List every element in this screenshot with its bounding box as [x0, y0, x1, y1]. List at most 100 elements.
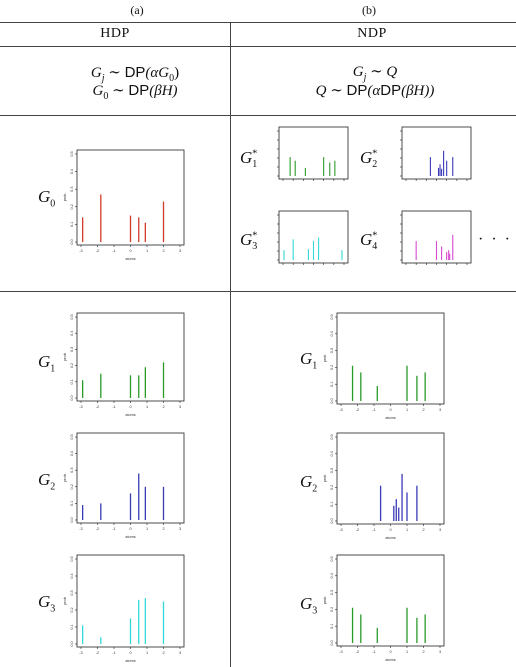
x-tick-label: -3	[339, 528, 342, 532]
x-tick-label: 1	[406, 528, 408, 532]
y-tick-label: 0.1	[330, 624, 334, 629]
y-tick-label: 0.1	[330, 382, 334, 387]
hdp-formula-line2: G0 ∼ DP(βH)	[92, 82, 178, 102]
plot-hdp-G0: 0.0 0.1 0.2 0.3 0.4 0.5 -3 -2 -1 0 1 2 3 prob atoms	[63, 149, 185, 261]
x-tick-label: 3	[179, 249, 181, 253]
plot-hdp-G1: 0.0 0.1 0.2 0.3 0.4 0.5 -3 -2 -1 0 1 2 3 prob atoms	[63, 312, 185, 417]
ellipsis: · · ·	[478, 231, 512, 248]
x-tick-label: 0	[129, 405, 131, 409]
x-tick-label: 2	[422, 650, 424, 654]
label-ndp-G2: G2	[300, 472, 318, 495]
plot-frame	[278, 126, 349, 180]
x-axis-label: atoms	[385, 536, 395, 540]
plot-ndp-G3: 0.0 0.1 0.2 0.3 0.4 0.5 -3 -2 -1 0 1 2 3 prob atoms	[323, 554, 445, 662]
label-G2-star: G*2	[360, 148, 378, 171]
x-tick-label: 2	[162, 249, 164, 253]
plot-ndp-G1: 0.0 0.1 0.2 0.3 0.4 0.5 -3 -2 -1 0 1 2 3 prob atoms	[323, 312, 445, 420]
y-tick-label: 0.4	[70, 451, 74, 456]
formula-rule	[0, 115, 516, 116]
y-axis-label: prob	[63, 474, 67, 482]
x-tick-label: -2	[96, 405, 99, 409]
x-tick-label: 3	[179, 651, 181, 655]
y-tick-label: 0.5	[330, 434, 334, 439]
y-tick-label: 0.2	[70, 607, 74, 612]
x-tick-label: 3	[439, 650, 441, 654]
x-tick-label: -2	[96, 651, 99, 655]
y-tick-label: 0.1	[70, 379, 74, 384]
y-tick-label: 0.4	[330, 331, 334, 336]
label-G0: G0	[38, 187, 56, 210]
x-tick-label: 1	[146, 249, 148, 253]
y-tick-label: 0.1	[70, 222, 74, 227]
label-G3-star: G*3	[240, 230, 258, 253]
x-tick-label: -1	[372, 528, 375, 532]
x-tick-label: 3	[179, 405, 181, 409]
label-ndp-G3: G3	[300, 594, 318, 617]
x-tick-label: -3	[79, 527, 82, 531]
column-divider	[230, 22, 231, 667]
x-tick-label: -3	[339, 408, 342, 412]
x-tick-label: -1	[112, 249, 115, 253]
plot-ndp-G3-star	[277, 210, 349, 265]
y-tick-label: 0.2	[330, 485, 334, 490]
y-tick-label: 0.5	[70, 556, 74, 561]
y-tick-label: 0.1	[330, 502, 334, 507]
x-tick-label: 0	[129, 527, 131, 531]
y-tick-label: 0.2	[70, 363, 74, 368]
y-tick-label: 0.3	[70, 187, 74, 192]
plot-frame	[401, 126, 472, 180]
header-rule	[0, 46, 516, 47]
y-tick-label: 0.4	[70, 573, 74, 578]
x-tick-label: 0	[389, 650, 391, 654]
x-tick-label: 3	[179, 527, 181, 531]
table-top-rule	[0, 22, 516, 23]
base-measure-rule	[0, 291, 516, 292]
x-tick-label: 3	[439, 528, 441, 532]
label-hdp-G3: G3	[38, 592, 56, 615]
x-tick-label: -2	[96, 249, 99, 253]
x-tick-label: -1	[372, 650, 375, 654]
caption-b: (b)	[362, 3, 376, 17]
x-tick-label: -1	[112, 405, 115, 409]
x-tick-label: -1	[112, 527, 115, 531]
y-tick-label: 0.2	[70, 484, 74, 489]
x-tick-label: 3	[439, 408, 441, 412]
y-tick-label: 0.0	[330, 640, 334, 645]
y-tick-label: 0.0	[70, 395, 74, 400]
x-tick-label: -1	[372, 408, 375, 412]
x-tick-label: -3	[79, 249, 82, 253]
y-tick-label: 0.4	[70, 169, 74, 174]
x-tick-label: 0	[389, 528, 391, 532]
x-tick-label: -3	[79, 651, 82, 655]
y-tick-label: 0.5	[70, 151, 74, 156]
y-tick-label: 0.0	[70, 641, 74, 646]
x-tick-label: 2	[422, 408, 424, 412]
plot-frame	[336, 432, 445, 525]
plot-ndp-G4-star	[400, 210, 472, 265]
x-axis-label: atoms	[385, 416, 395, 420]
y-tick-label: 0.3	[70, 590, 74, 595]
hdp-formula-line1: Gj ∼ DP(αG0)	[90, 64, 180, 84]
y-axis-label: prob	[63, 194, 67, 202]
x-axis-label: atoms	[125, 257, 135, 261]
x-tick-label: 2	[162, 405, 164, 409]
header-ndp: NDP	[357, 26, 387, 41]
x-axis-label: atoms	[385, 658, 395, 662]
header-hdp: HDP	[100, 26, 130, 41]
y-tick-label: 0.3	[330, 468, 334, 473]
ndp-formula-line1: Gj ∼ Q	[352, 64, 398, 83]
x-tick-label: 1	[146, 651, 148, 655]
label-hdp-G2: G2	[38, 470, 56, 493]
x-tick-label: 2	[162, 527, 164, 531]
label-G4-star: G*4	[360, 230, 378, 253]
y-tick-label: 0.1	[70, 624, 74, 629]
y-tick-label: 0.3	[70, 347, 74, 352]
x-tick-label: 0	[389, 408, 391, 412]
y-tick-label: 0.3	[70, 468, 74, 473]
x-tick-label: -2	[96, 527, 99, 531]
y-axis-label: prob	[323, 475, 327, 483]
label-ndp-G1: G1	[300, 349, 318, 372]
x-tick-label: -2	[356, 408, 359, 412]
x-tick-label: -3	[339, 650, 342, 654]
caption-a: (a)	[130, 3, 144, 17]
